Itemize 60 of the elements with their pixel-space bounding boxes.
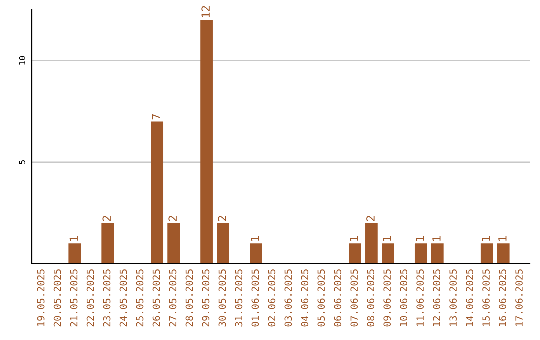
x-tick-label: 22.05.2025 (86, 270, 94, 327)
x-tick-label: 04.06.2025 (301, 270, 309, 327)
x-tick-label: 26.05.2025 (152, 270, 160, 327)
bar (431, 244, 444, 264)
data-label: 12 (202, 6, 210, 18)
x-tick-label: 06.06.2025 (334, 270, 342, 327)
y-tick-label: 5 (19, 160, 26, 164)
x-tick-label: 15.06.2025 (482, 270, 490, 326)
x-tick-label: 03.06.2025 (284, 270, 292, 327)
bar (151, 122, 164, 264)
bar (349, 244, 362, 264)
x-tick-label: 09.06.2025 (384, 270, 392, 327)
x-tick-label: 07.06.2025 (350, 270, 358, 327)
x-tick-label: 14.06.2025 (466, 270, 474, 326)
data-label: 1 (432, 236, 441, 241)
data-label: 1 (70, 236, 78, 241)
x-tick-label: 17.06.2025 (516, 270, 523, 326)
bar (68, 244, 82, 264)
bar (217, 223, 230, 264)
data-label: 1 (350, 236, 358, 241)
x-tick-label: 12.06.2025 (433, 270, 440, 326)
data-label: 2 (218, 216, 226, 222)
data-label: 1 (416, 236, 424, 241)
x-tick-label: 13.06.2025 (450, 270, 457, 326)
data-label: 2 (102, 216, 111, 222)
x-tick-label: 30.05.2025 (218, 270, 226, 327)
data-label: 1 (383, 236, 392, 241)
bar (497, 244, 510, 264)
bar (382, 244, 394, 264)
x-tick-label: 27.05.2025 (169, 270, 177, 327)
y-tick-label: 10 (19, 56, 26, 65)
bar (480, 244, 494, 264)
x-tick-label: 05.06.2025 (318, 270, 326, 327)
x-tick-label: 19.05.2025 (37, 270, 45, 326)
data-label: 1 (251, 236, 260, 241)
data-label: 7 (152, 114, 160, 120)
x-tick-label: 11.06.2025 (416, 270, 424, 326)
x-tick-label: 28.05.2025 (186, 270, 194, 327)
bar (250, 244, 262, 264)
bar (200, 20, 213, 264)
x-tick-label: 21.05.2025 (70, 270, 78, 327)
bar (414, 244, 428, 264)
x-tick-label: 25.05.2025 (136, 270, 144, 327)
bar (102, 223, 114, 264)
x-tick-label: 29.05.2025 (202, 270, 210, 327)
x-tick-label: 31.05.2025 (235, 270, 243, 327)
x-tick-label: 08.06.2025 (367, 270, 375, 327)
data-label: 2 (366, 216, 375, 222)
x-tick-label: 24.05.2025 (120, 270, 128, 327)
data-label: 1 (482, 236, 490, 241)
x-tick-label: 10.06.2025 (400, 270, 408, 326)
bar (168, 223, 180, 264)
x-tick-label: 23.05.2025 (103, 270, 111, 327)
bar (366, 223, 378, 264)
x-tick-label: 16.06.2025 (499, 270, 506, 326)
x-tick-label: 20.05.2025 (54, 270, 62, 327)
x-tick-label: 01.06.2025 (252, 270, 260, 327)
data-label: 2 (168, 216, 177, 222)
data-label: 1 (498, 236, 507, 241)
x-tick-label: 02.06.2025 (268, 270, 276, 327)
